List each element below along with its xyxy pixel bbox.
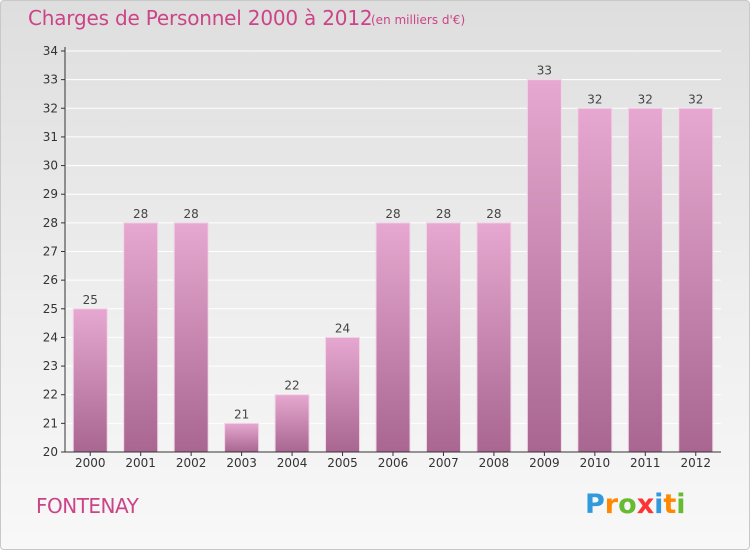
x-tick-label: 2009 [529,456,560,470]
data-labels: 25 28 28 21 22 24 28 28 28 33 32 32 32 [83,64,704,422]
y-tick-label: 20 [43,445,58,459]
y-tick-label: 25 [43,302,58,316]
bar-2004 [274,394,310,453]
y-tick-label: 33 [43,73,58,87]
data-label: 24 [335,321,350,335]
x-tick-label: 2006 [378,456,409,470]
x-tick-label: 2011 [630,456,661,470]
data-label: 25 [83,293,98,307]
bar-2012 [678,107,714,453]
bars [72,79,714,453]
y-tick-labels: 20 21 22 23 24 25 26 27 28 29 30 31 32 33 34 [43,44,58,459]
logo-letter: i [654,489,664,520]
axes [61,47,721,456]
x-tick-label: 2003 [226,456,257,470]
data-label: 28 [184,207,199,221]
data-label: 28 [486,207,501,221]
bar-2009 [526,79,562,453]
logo-letter: i [676,489,686,520]
y-tick-label: 21 [43,416,58,430]
chart-title: Charges de Personnel 2000 à 2012 [28,6,373,30]
data-label: 28 [436,207,451,221]
y-tick-label: 26 [43,273,58,287]
data-label: 22 [284,379,299,393]
x-tick-label: 2000 [75,456,106,470]
y-tick-label: 29 [43,187,58,201]
y-tick-label: 27 [43,245,58,259]
y-tick-label: 28 [43,216,58,230]
bar-2005 [325,336,361,453]
data-label: 21 [234,407,249,421]
logo-letter: o [618,489,637,520]
data-label: 33 [537,64,552,78]
x-tick-label: 2008 [479,456,510,470]
y-tick-label: 24 [43,330,58,344]
logo-letter: t [663,489,677,520]
logo-letter: x [636,489,655,520]
data-label: 28 [385,207,400,221]
x-tick-labels: 2000 2001 2002 2003 2004 2005 2006 2007 2008 2009… [75,456,711,470]
proxiti-logo: Proxiti [585,489,686,520]
bar-2001 [123,222,159,453]
bar-2000 [72,308,108,453]
data-label: 32 [688,92,703,106]
bar-2006 [375,222,411,453]
y-tick-label: 30 [43,159,58,173]
logo-letter: r [604,489,619,520]
y-tick-label: 23 [43,359,58,373]
y-tick-label: 31 [43,130,58,144]
chart-subtitle: (en milliers d'€) [371,13,466,27]
x-tick-label: 2005 [327,456,358,470]
data-label: 28 [133,207,148,221]
bar-2007 [425,222,461,453]
commune-name: FONTENAY [36,494,139,518]
bar-2011 [627,107,663,453]
x-tick-label: 2001 [125,456,156,470]
logo-letter: P [585,489,605,520]
x-tick-label: 2004 [277,456,308,470]
bar-2003 [224,422,260,453]
bar-2002 [173,222,209,453]
data-label: 32 [638,92,653,106]
x-tick-label: 2010 [580,456,611,470]
data-label: 32 [587,92,602,106]
x-tick-label: 2012 [680,456,711,470]
bar-2008 [476,222,512,453]
y-tick-label: 32 [43,101,58,115]
y-tick-label: 22 [43,388,58,402]
bar-2010 [577,107,613,453]
x-tick-label: 2002 [176,456,207,470]
y-tick-label: 34 [43,44,58,58]
x-tick-label: 2007 [428,456,459,470]
